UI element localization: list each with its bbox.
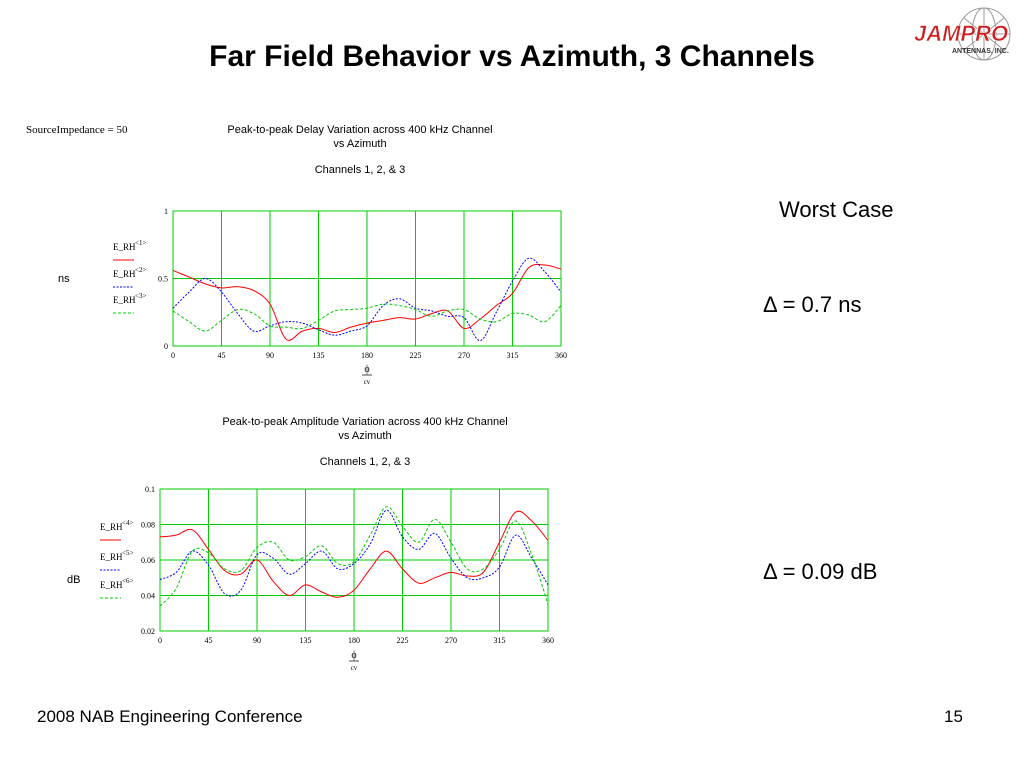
delay-x-tick-label: 360 [555, 351, 567, 360]
delay-chart-subtitle: Channels 1, 2, & 3 [314, 164, 406, 176]
delay-x-axis-label: ϕ [364, 364, 369, 375]
delay-chart-title-line2: vs Azimuth [333, 138, 387, 150]
amplitude-y-tick-label: 0.1 [145, 485, 155, 494]
amplitude-x-tick-label: 90 [253, 636, 261, 645]
amplitude-y-unit: dB [67, 574, 81, 586]
svg-text:JAMPRO: JAMPRO [914, 21, 1008, 46]
amplitude-delta-value: Δ = 0.09 dB [763, 559, 878, 584]
delay-x-tick-label: 90 [266, 351, 274, 360]
amplitude-chart-title: Peak-to-peak Amplitude Variation across … [222, 416, 508, 428]
amplitude-legend-index-2: <5> [122, 549, 133, 557]
amplitude-x-tick-label: 180 [348, 636, 360, 645]
delay-x-tick-label: 225 [410, 351, 422, 360]
delay-x-tick-label: 315 [507, 351, 519, 360]
delay-x-tick-label: 135 [313, 351, 325, 360]
delay-chart-title: Peak-to-peak Delay Variation across 400 … [227, 124, 493, 136]
amplitude-chart: 0 45 90 135 180 225 270 315 360 0.02 0.04 0.06 0.08 0… [100, 485, 554, 672]
page-number: 15 [944, 707, 963, 726]
amplitude-chart-subtitle: Channels 1, 2, & 3 [319, 456, 411, 468]
delay-y-tick-label: 0 [164, 342, 168, 351]
delay-x-tick-label: 270 [458, 351, 470, 360]
delay-y-tick-label: 0.5 [158, 275, 168, 284]
source-impedance-label: SourceImpedance = 50 [26, 124, 128, 136]
amplitude-y-tick-label: 0.04 [141, 592, 155, 601]
amplitude-legend-label-3: E_RH [100, 580, 123, 590]
amplitude-y-tick-label: 0.08 [141, 521, 155, 530]
delay-legend-index-3: <3> [135, 292, 146, 300]
delay-x-axis-sublabel: cv [364, 378, 371, 386]
delay-series-line-1 [172, 264, 562, 341]
worst-case-label: Worst Case [779, 197, 894, 222]
amplitude-plot-frame [159, 488, 549, 632]
amplitude-x-tick-label: 270 [445, 636, 457, 645]
svg-text:ANTENNAS, INC.: ANTENNAS, INC. [952, 48, 1009, 55]
amplitude-x-tick-label: 45 [205, 636, 213, 645]
amplitude-chart-title-line2: vs Azimuth [338, 430, 392, 442]
slide-title: Far Field Behavior vs Azimuth, 3 Channel… [209, 40, 815, 73]
delay-y-unit: ns [58, 273, 70, 285]
amplitude-legend-label-1: E_RH [100, 522, 123, 532]
amplitude-x-tick-label: 0 [158, 636, 162, 645]
amplitude-x-axis-label: ϕ [351, 650, 356, 661]
amplitude-legend-label-2: E_RH [100, 552, 123, 562]
amplitude-x-tick-label: 225 [397, 636, 409, 645]
delay-chart-title-block: Peak-to-peak Delay Variation across 400 … [190, 123, 530, 177]
amplitude-y-tick-label: 0.06 [141, 556, 155, 565]
amplitude-x-tick-label: 360 [542, 636, 554, 645]
amplitude-series-line-3 [159, 506, 549, 607]
delay-delta-value: Δ = 0.7 ns [763, 292, 862, 317]
amplitude-x-tick-label: 315 [494, 636, 506, 645]
amplitude-legend-index-3: <6> [122, 577, 133, 585]
delay-series-line-3 [172, 303, 562, 332]
delay-legend-index-1: <1> [135, 239, 146, 247]
delay-legend-index-2: <2> [135, 266, 146, 274]
amplitude-y-tick-label: 0.02 [141, 627, 155, 636]
delay-legend-label-1: E_RH [113, 242, 136, 252]
footer-conference: 2008 NAB Engineering Conference [37, 707, 303, 726]
delay-plot-frame [172, 210, 562, 347]
delay-legend-label-2: E_RH [113, 269, 136, 279]
jampro-logo: JAMPRO ANTENNAS, INC. [912, 6, 1018, 64]
delay-x-tick-label: 0 [171, 351, 175, 360]
delay-y-tick-label: 1 [164, 207, 168, 216]
amplitude-chart-title-block: Peak-to-peak Amplitude Variation across … [190, 415, 540, 469]
amplitude-legend-index-1: <4> [122, 519, 133, 527]
delay-legend-label-3: E_RH [113, 295, 136, 305]
jampro-logo-graphic: JAMPRO ANTENNAS, INC. [914, 7, 1011, 61]
amplitude-series-line-2 [159, 509, 549, 597]
delay-x-tick-label: 180 [361, 351, 373, 360]
delay-x-tick-label: 45 [218, 351, 226, 360]
delay-series-line-2 [172, 257, 562, 342]
amplitude-series-line-1 [159, 510, 549, 598]
amplitude-x-tick-label: 135 [300, 636, 312, 645]
amplitude-x-axis-sublabel: cv [351, 664, 358, 672]
